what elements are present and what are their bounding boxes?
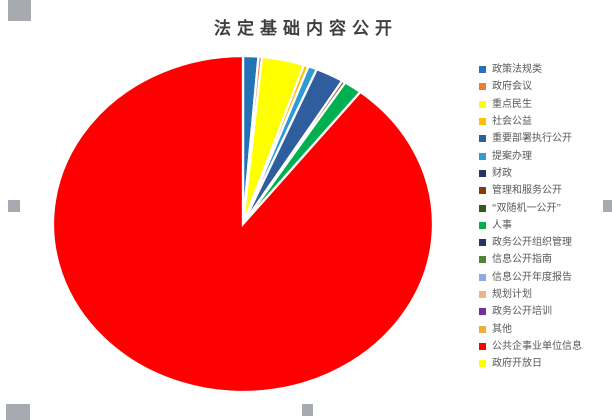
legend-label: 政府会议 — [492, 81, 532, 93]
legend-label: 财政 — [492, 167, 512, 179]
selection-handle-middle-right[interactable] — [603, 200, 612, 212]
selection-handle-bottom-center[interactable] — [302, 404, 313, 416]
legend-label: 信息公开指南 — [492, 254, 552, 266]
selection-handle-top-left[interactable] — [8, 0, 31, 21]
legend-item[interactable]: 人事 — [479, 217, 609, 234]
legend-label: “双随机一公开” — [492, 202, 561, 214]
legend-swatch — [479, 169, 486, 177]
legend-swatch — [479, 118, 486, 126]
legend-label: 规划计划 — [492, 289, 532, 300]
selection-handle-bottom-left[interactable] — [6, 404, 30, 420]
legend-item[interactable]: 财政 — [479, 165, 609, 182]
legend-item[interactable]: 公共企事业单位信息 — [479, 338, 609, 355]
legend-item[interactable]: 政务公开组织管理 — [479, 234, 609, 251]
legend-item[interactable]: “双随机一公开” — [479, 199, 609, 216]
legend-swatch — [479, 239, 486, 247]
legend-swatch — [479, 256, 486, 264]
legend-swatch — [479, 152, 486, 160]
legend-swatch — [479, 273, 486, 281]
legend-label: 信息公开年度报告 — [492, 271, 572, 283]
legend-item[interactable]: 规划计划 — [479, 286, 609, 303]
legend-item[interactable]: 重点民生 — [479, 96, 609, 113]
chart-title[interactable]: 法定基础内容公开 — [214, 19, 398, 38]
legend-swatch — [479, 204, 486, 212]
legend-swatch — [479, 342, 486, 350]
legend-item[interactable]: 信息公开指南 — [479, 251, 609, 268]
legend-swatch — [479, 221, 486, 229]
legend-item[interactable]: 其他 — [479, 320, 609, 337]
legend-item[interactable]: 社会公益 — [479, 113, 609, 130]
legend-item[interactable]: 政府开放日 — [479, 355, 609, 372]
legend-swatch — [479, 135, 486, 143]
legend-swatch — [479, 325, 486, 333]
legend-label: 公共企事业单位信息 — [492, 340, 582, 352]
legend-swatch — [479, 308, 486, 316]
pie-slice[interactable] — [51, 54, 435, 394]
legend-item[interactable]: 管理和服务公开 — [479, 182, 609, 199]
legend-label: 政务公开组织管理 — [492, 237, 572, 249]
legend-swatch — [479, 100, 486, 108]
legend-swatch — [479, 360, 486, 368]
legend-label: 重要部署执行公开 — [492, 133, 572, 145]
legend-item[interactable]: 政策法规类 — [479, 61, 609, 78]
legend-item[interactable]: 重要部署执行公开 — [479, 130, 609, 147]
legend-item[interactable]: 政务公开培训 — [479, 303, 609, 320]
chart-legend: 政策法规类政府会议重点民生社会公益重要部署执行公开 提案办理财政管理和服务公开 “双… — [479, 61, 609, 372]
legend-label: 重点民生 — [492, 98, 532, 110]
legend-swatch — [479, 187, 486, 195]
legend-label: 政府开放日 — [492, 358, 542, 370]
legend-swatch — [479, 83, 486, 91]
legend-label: 政策法规类 — [492, 64, 542, 76]
legend-item[interactable]: 提案办理 — [479, 147, 609, 164]
legend-label: 社会公益 — [492, 116, 532, 128]
legend-label: 人事 — [492, 219, 512, 231]
legend-label: 政务公开培训 — [492, 306, 552, 318]
legend-swatch — [479, 66, 486, 74]
legend-label: 管理和服务公开 — [492, 185, 562, 197]
legend-item[interactable]: 信息公开年度报告 — [479, 269, 609, 286]
legend-item[interactable]: 政府会议 — [479, 78, 609, 95]
legend-label: 其他 — [492, 323, 512, 335]
selection-handle-middle-left[interactable] — [8, 200, 20, 212]
legend-swatch — [479, 291, 486, 298]
legend-label: 提案办理 — [492, 150, 532, 162]
